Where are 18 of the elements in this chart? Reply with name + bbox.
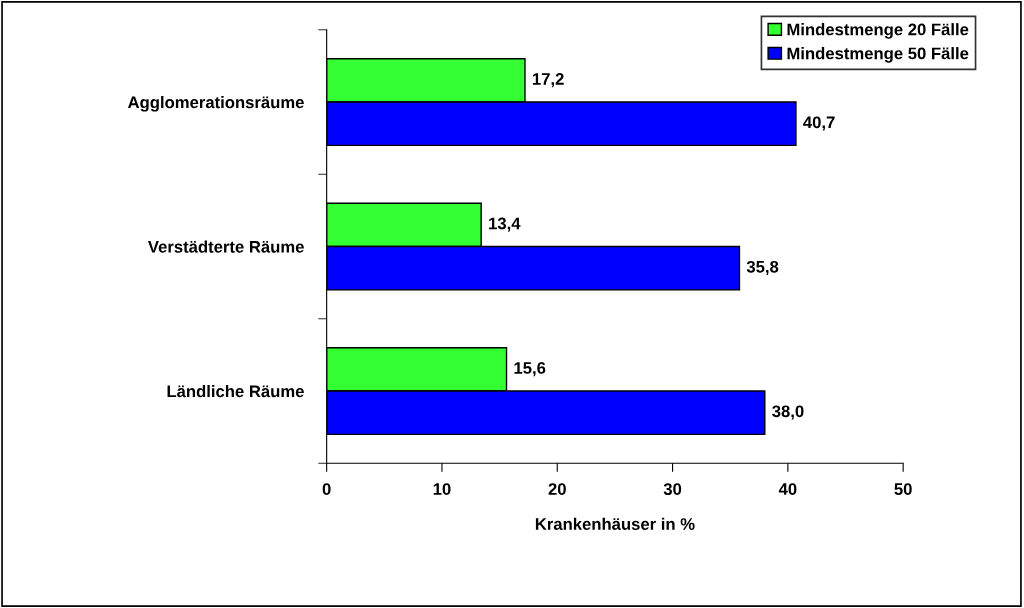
data-label: 13,4 (489, 217, 521, 232)
data-label: 40,7 (803, 116, 835, 131)
x-axis-title: Krankenhäuser in % (535, 517, 695, 530)
y-tick-label: Agglomerationsräume (127, 96, 304, 112)
y-tick-label: Ländliche Räume (167, 385, 304, 398)
x-tick-label: 40 (778, 483, 797, 495)
data-label: 38,0 (772, 405, 804, 420)
legend-label: Mindestmenge 50 Fälle (787, 47, 969, 63)
x-tick-label: 30 (663, 483, 682, 496)
x-tick-label: 20 (548, 483, 566, 495)
x-tick-label: 50 (894, 483, 912, 495)
y-tick-label: Verstädterte Räume (148, 240, 304, 253)
data-label: 35,8 (746, 260, 779, 276)
data-label: 15,6 (514, 362, 546, 377)
data-label: 17,2 (532, 73, 564, 88)
x-tick-label: 0 (322, 483, 331, 495)
legend-label: Mindestmenge 20 Fälle (787, 23, 969, 39)
x-tick-label: 10 (433, 483, 451, 495)
